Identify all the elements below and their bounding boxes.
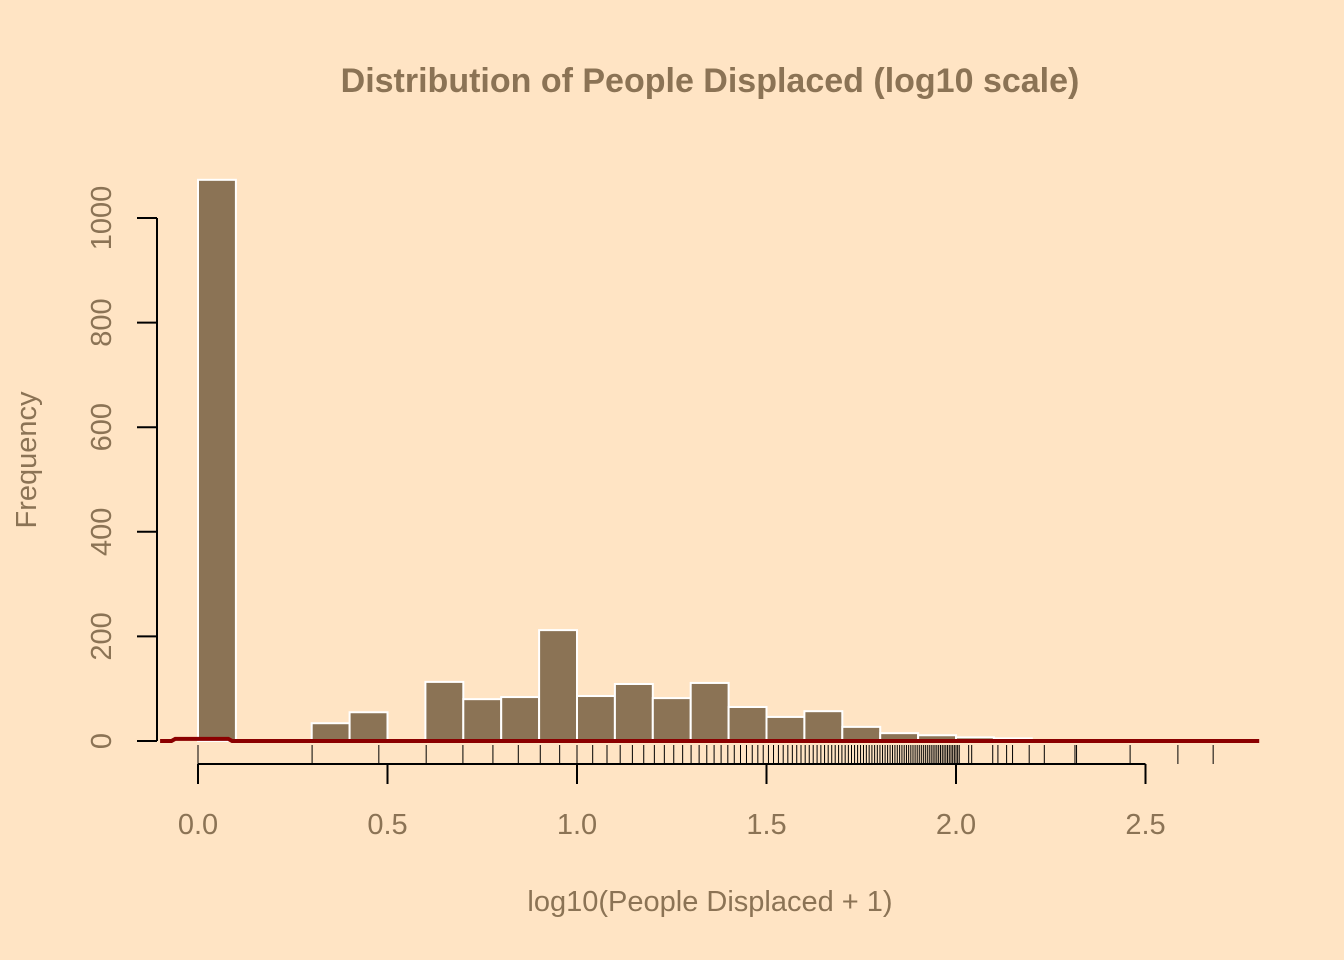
- histogram-bar: [500, 696, 541, 742]
- y-tick-label: 1000: [86, 186, 118, 251]
- histogram-bar: [424, 680, 465, 742]
- x-tick-label: 0.0: [178, 809, 218, 841]
- histogram-bar: [765, 715, 806, 743]
- density-group: [160, 736, 1260, 743]
- histogram-bar: [613, 682, 654, 742]
- y-tick-label: 0: [86, 733, 118, 749]
- rug-group: [197, 745, 1214, 764]
- x-tick-label: 2.5: [1125, 809, 1165, 841]
- histogram-bar: [576, 695, 616, 742]
- bars-group: [197, 178, 1033, 743]
- histogram-bar: [310, 722, 351, 743]
- y-tick-label: 800: [86, 298, 118, 346]
- x-tick-label: 1.5: [746, 809, 786, 841]
- histogram-bar: [538, 629, 578, 743]
- y-tick-label: 400: [86, 508, 118, 556]
- x-tick-label: 0.5: [367, 809, 407, 841]
- histogram-bar: [462, 698, 503, 742]
- histogram-bar: [197, 178, 237, 743]
- histogram-bar: [348, 711, 389, 742]
- y-tick-label: 200: [86, 612, 118, 660]
- y-axis-label: Frequency: [11, 391, 43, 529]
- x-axis: 0.0 0.5 1.0 1.5 2.0 2.5: [178, 763, 1166, 841]
- histogram-bar: [651, 697, 692, 743]
- density-line: [160, 736, 1260, 743]
- x-axis-label: log10(People Displaced + 1): [527, 886, 892, 918]
- histogram-bar: [803, 710, 844, 743]
- x-tick-label: 2.0: [936, 809, 976, 841]
- histogram-bar: [841, 725, 882, 743]
- histogram-bar: [727, 706, 768, 743]
- y-tick-label: 600: [86, 403, 118, 451]
- x-tick-label: 1.0: [557, 809, 597, 841]
- histogram-bar: [689, 681, 730, 743]
- chart-title: Distribution of People Displaced (log10 …: [341, 62, 1080, 100]
- y-axis: 0 200 400 600 800 1000: [86, 186, 158, 749]
